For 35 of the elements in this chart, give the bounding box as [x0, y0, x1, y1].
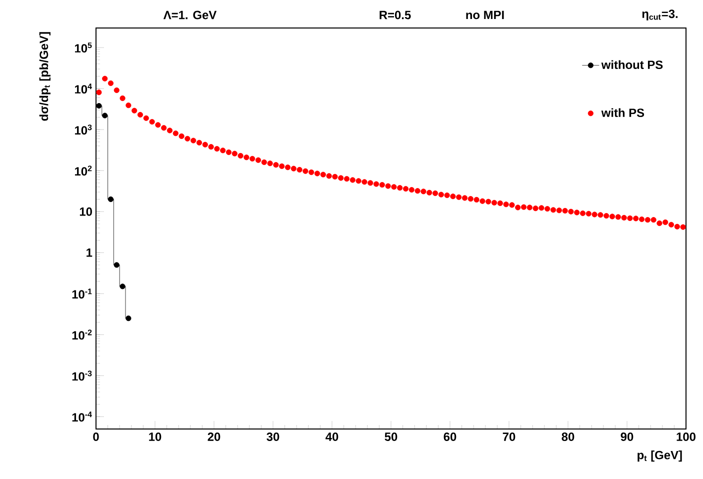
- x-tick-label: 90: [620, 432, 634, 441]
- point: [114, 262, 120, 268]
- y-tick-label: 10$^{2}$: [75, 166, 92, 176]
- text: η$_{cut}$=3.: [642, 10, 678, 20]
- y-tick-label: 10$^{-1}$: [72, 288, 92, 299]
- x-axis-title: p$_{t}$ [GeV]: [638, 450, 682, 462]
- point: [102, 112, 108, 118]
- x-tick-label: 100: [676, 432, 696, 441]
- x-tick-label: 60: [444, 432, 456, 441]
- x-tick-label: 70: [502, 432, 516, 441]
- point: [126, 316, 132, 322]
- point: [96, 103, 102, 109]
- x-tick-label: 0: [93, 432, 99, 441]
- point: [120, 284, 126, 290]
- y-tick-label: 1: [86, 248, 92, 257]
- y-tick-label: 10$^{4}$: [75, 84, 92, 94]
- legend-label: with PS: [601, 108, 644, 118]
- x-tick-label: 50: [384, 432, 398, 441]
- y-tick-label: 10: [80, 207, 92, 216]
- point: [108, 196, 114, 202]
- y-axis-title: dσ/dp$_{t}$ [pb/GeV]: [39, 32, 50, 121]
- y-tick-label: 10$^{5}$: [75, 42, 92, 53]
- y-tick-label: 10$^{-2}$: [72, 330, 92, 340]
- y-tick-label: 10$^{-3}$: [72, 370, 92, 381]
- x-tick-label: 30: [266, 432, 280, 442]
- text: no MPI: [466, 10, 504, 20]
- y-tick-label: 10$^{3}$: [75, 124, 92, 135]
- x-tick-label: 20: [208, 432, 220, 441]
- y-tick-label: 10$^{-4}$: [72, 412, 92, 422]
- x-tick-label: 80: [562, 432, 574, 441]
- text: R=0.5: [380, 10, 411, 20]
- x-tick-label: 10: [149, 432, 162, 441]
- legend-label: without PS: [601, 60, 663, 70]
- text: Λ=1. GeV: [163, 10, 217, 20]
- x-tick-label: 40: [326, 432, 338, 441]
